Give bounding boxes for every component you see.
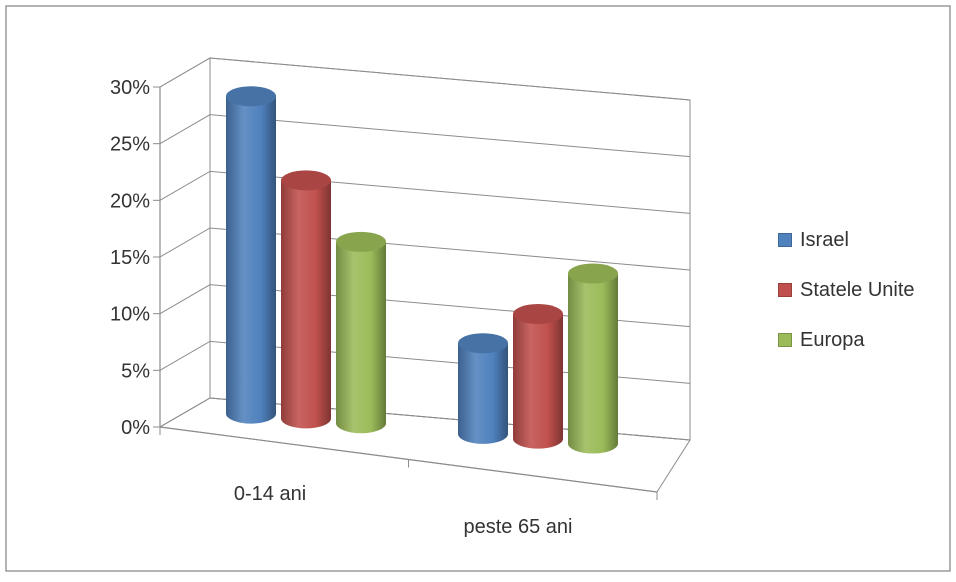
- legend-swatch-europa: [778, 333, 792, 347]
- legend-item-israel: Israel: [778, 228, 948, 252]
- cylinder-body: [281, 180, 331, 429]
- legend-item-europa: Europa: [778, 328, 948, 352]
- bar-europa-peste-65-ani: [568, 263, 618, 454]
- y-tick-label: 15%: [110, 247, 150, 269]
- bar-israel-peste-65-ani: [458, 333, 508, 444]
- bar-statele-unite-peste-65-ani: [513, 304, 563, 449]
- cylinder-body: [226, 96, 276, 424]
- cylinder-top: [226, 86, 276, 107]
- bar-europa-0-14-ani: [336, 231, 386, 434]
- gridline-25: [159, 114, 691, 158]
- x-tick-labels: 0-14 ani peste 65 ani: [234, 483, 573, 538]
- legend-label-europa: Europa: [800, 328, 865, 351]
- y-tick-label: 30%: [110, 77, 150, 99]
- gridline-30: [159, 57, 691, 101]
- bar-statele-unite-0-14-ani: [281, 170, 331, 429]
- cylinder-top: [336, 231, 386, 252]
- cylinder-body: [513, 314, 563, 449]
- y-tick-label: 20%: [110, 190, 150, 212]
- cylinder-top: [458, 333, 508, 354]
- legend-label-israel: Israel: [800, 228, 849, 251]
- cylinder-top: [568, 263, 618, 284]
- axes: [153, 86, 658, 500]
- legend-item-statele-unite: Statele Unite: [778, 278, 948, 302]
- x-tick-label-0-14-ani: 0-14 ani: [234, 483, 306, 505]
- gridline-20: [159, 170, 691, 214]
- x-tick-label-peste-65-ani: peste 65 ani: [464, 516, 573, 538]
- cylinder-body: [568, 273, 618, 454]
- bars: [226, 86, 618, 454]
- cylinder-top: [281, 170, 331, 191]
- cylinder-body: [336, 241, 386, 434]
- y-tick-label: 0%: [121, 417, 150, 439]
- chart-border: [5, 5, 951, 572]
- legend-label-statele-unite: Statele Unite: [800, 278, 915, 301]
- cylinder-body: [458, 343, 508, 444]
- gridline-15: [159, 227, 691, 271]
- bar-israel-0-14-ani: [226, 86, 276, 424]
- y-tick-label: 25%: [110, 134, 150, 156]
- y-tick-label: 5%: [121, 360, 150, 382]
- legend-swatch-israel: [778, 233, 792, 247]
- legend: Israel Statele Unite Europa: [778, 228, 948, 378]
- y-tick-labels: 0% 5% 10% 15% 20% 25% 30%: [110, 77, 150, 439]
- y-tick-label: 10%: [110, 304, 150, 326]
- cylinder-top: [513, 304, 563, 325]
- legend-swatch-statele-unite: [778, 283, 792, 297]
